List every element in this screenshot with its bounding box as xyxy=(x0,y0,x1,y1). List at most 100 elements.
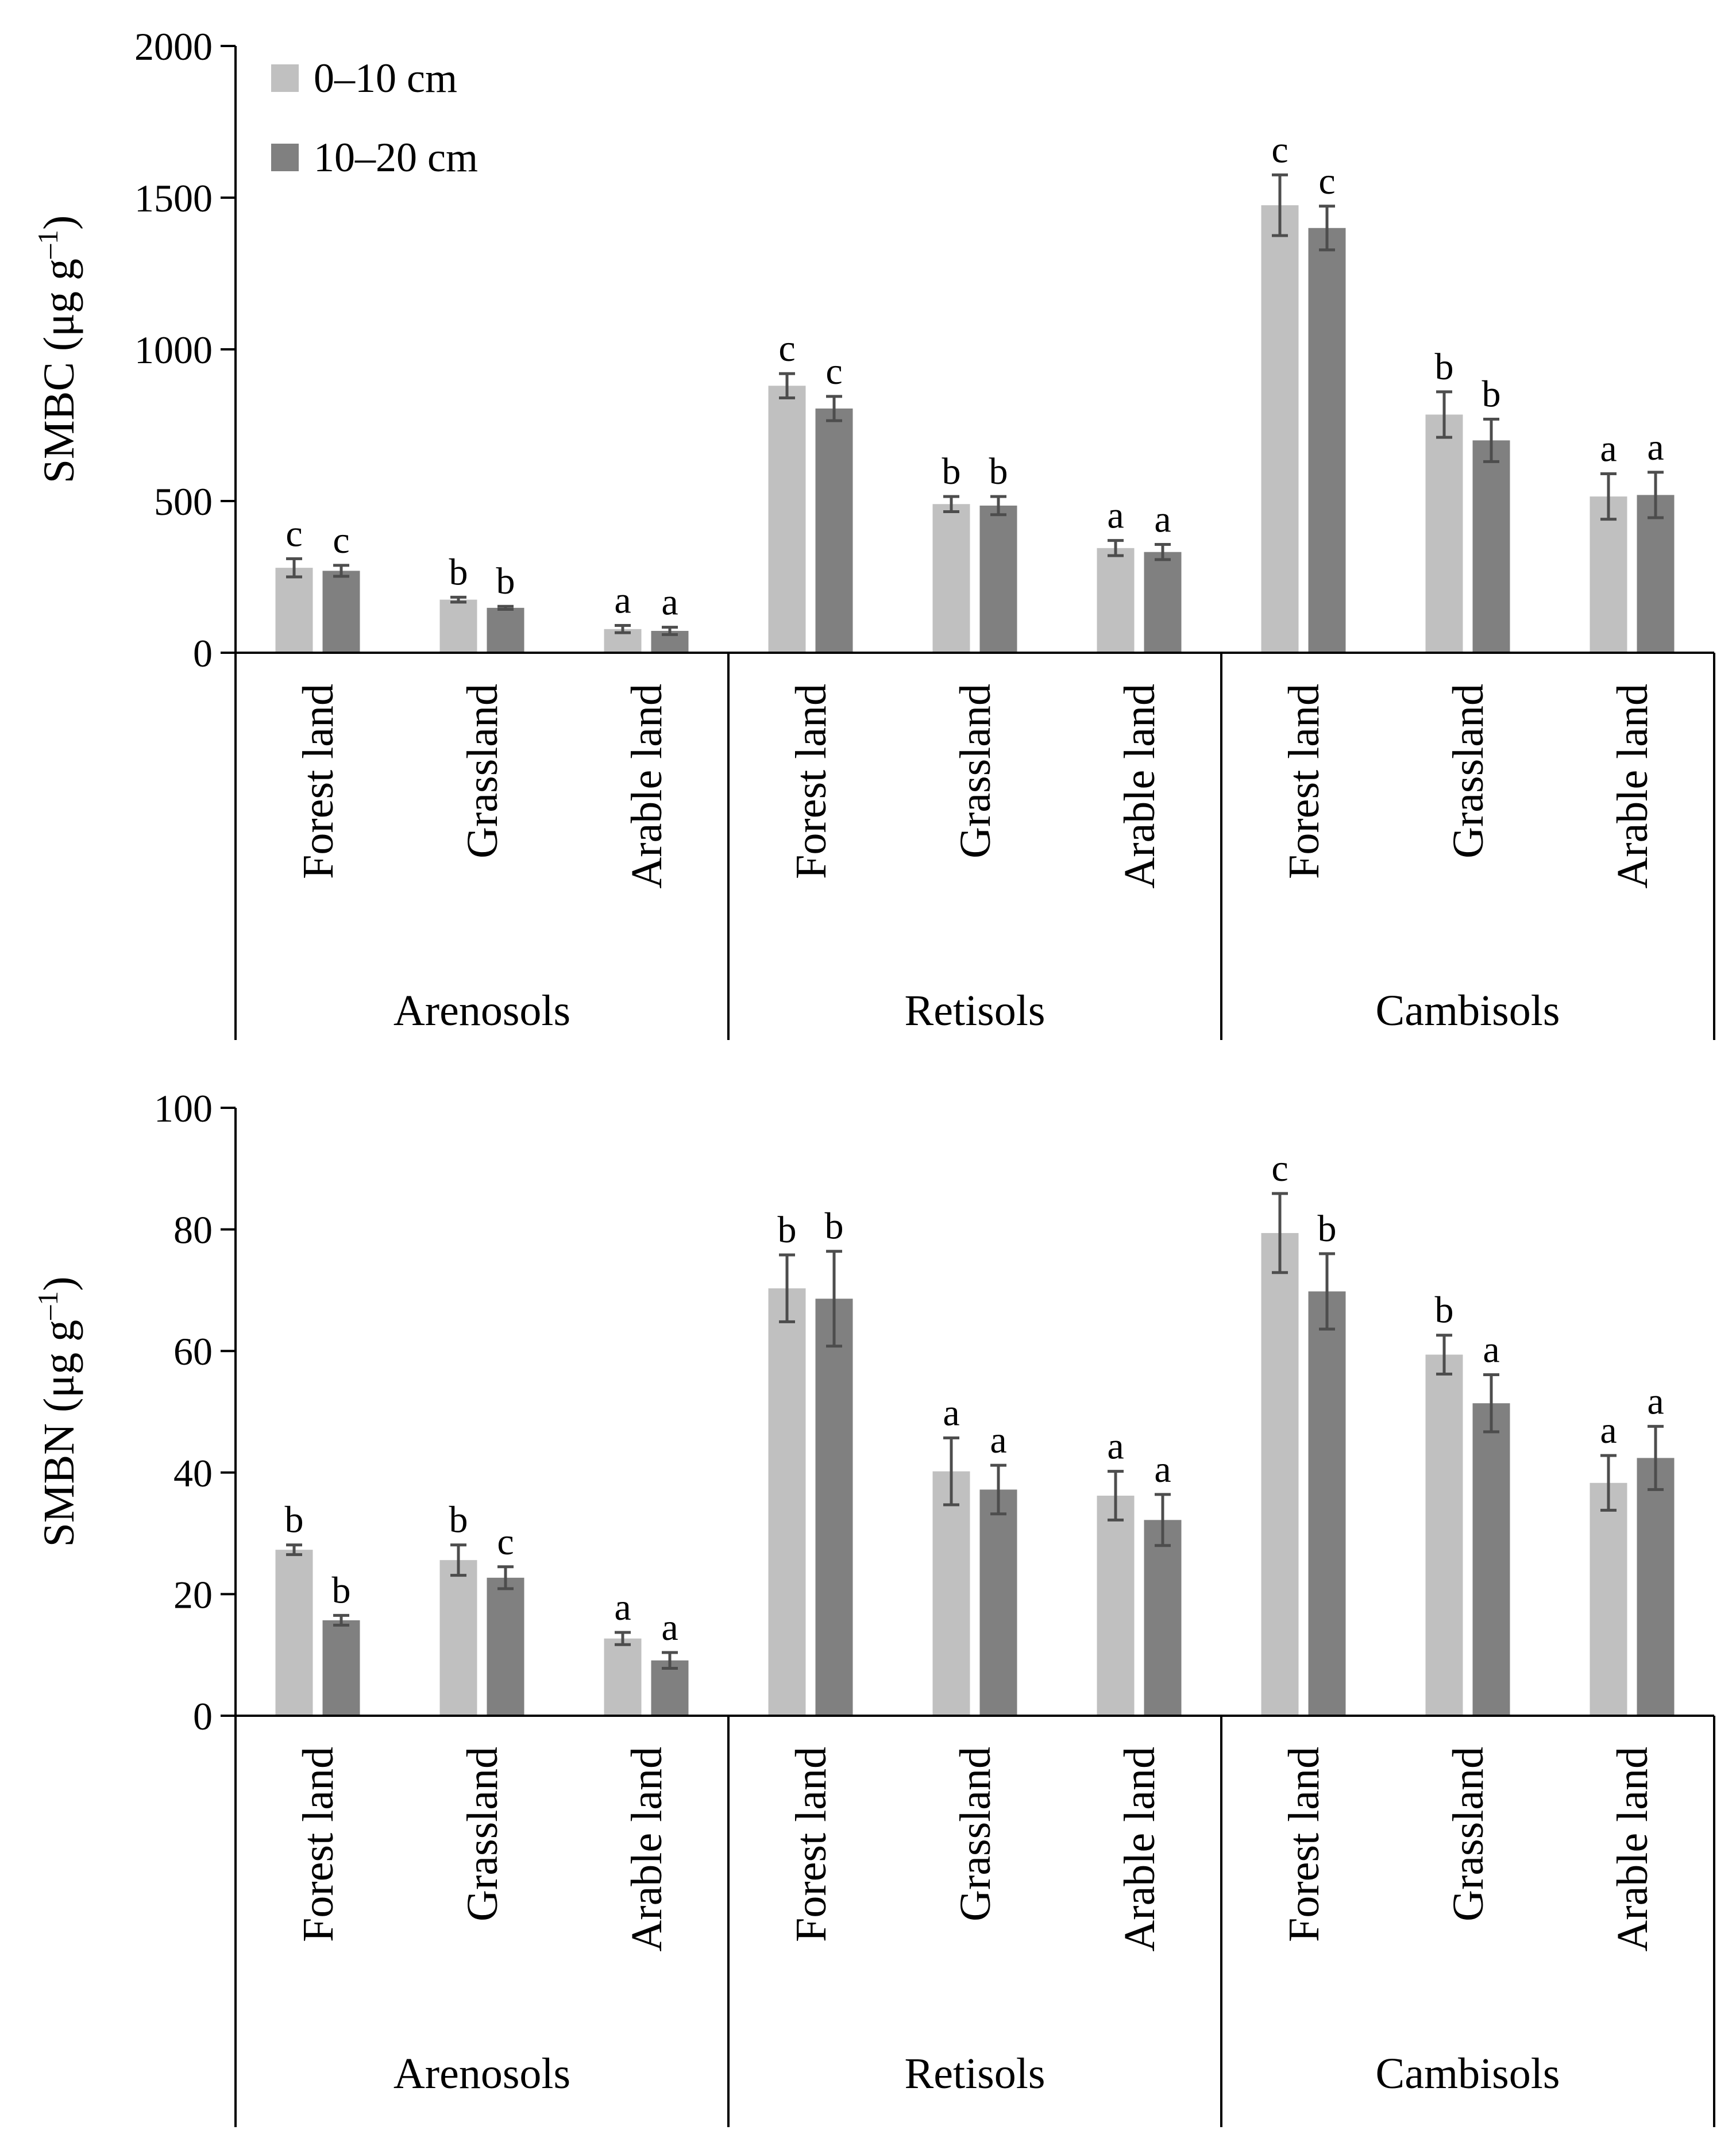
smbc-y-tick-label: 500 xyxy=(154,480,213,523)
smbn-y-tick-label: 100 xyxy=(154,1087,213,1130)
smbn-bar-arenosols-arable-land-10-20cm-letter: a xyxy=(661,1607,678,1648)
smbn-bar-arenosols-forest-land-10-20cm xyxy=(322,1620,360,1716)
smbn-bar-cambisols-arable-land-0-10cm-letter: a xyxy=(1600,1409,1617,1451)
smbc-bar-cambisols-forest-land-10-20cm-letter: c xyxy=(1318,160,1335,202)
smbn-bar-retisols-forest-land-0-10cm-letter: b xyxy=(778,1209,797,1251)
smbn-category-label-cambisols-arable-land: Arable land xyxy=(1608,1747,1657,1952)
smbc-category-label-arenosols-arable-land: Arable land xyxy=(623,684,671,889)
smbn-y-tick-label: 40 xyxy=(173,1451,213,1495)
smbc-bar-arenosols-grassland-0-10cm xyxy=(439,599,477,653)
smbn-y-tick-label: 0 xyxy=(193,1694,213,1738)
smbc-bar-retisols-grassland-10-20cm-letter: b xyxy=(989,450,1008,492)
smbn-bar-cambisols-arable-land-10-20cm-letter: a xyxy=(1647,1380,1664,1422)
smbc-category-label-cambisols-arable-land: Arable land xyxy=(1608,684,1657,889)
smbn-category-label-cambisols-grassland: Grassland xyxy=(1444,1747,1492,1921)
smbc-bar-arenosols-forest-land-0-10cm xyxy=(275,568,313,653)
smbc-bar-cambisols-grassland-0-10cm-letter: b xyxy=(1435,346,1454,388)
smbc-bar-retisols-forest-land-10-20cm-letter: c xyxy=(825,350,842,392)
smbn-category-label-retisols-forest-land: Forest land xyxy=(787,1747,835,1942)
smbn-category-label-retisols-arable-land: Arable land xyxy=(1116,1747,1164,1952)
smbc-y-tick-label: 0 xyxy=(193,631,213,675)
smbc-bar-retisols-grassland-0-10cm-letter: b xyxy=(942,450,961,492)
smbc-bar-cambisols-forest-land-0-10cm-letter: c xyxy=(1271,129,1288,171)
smbc-bar-cambisols-grassland-10-20cm xyxy=(1472,440,1510,653)
legend-label-0-10cm: 0–10 cm xyxy=(314,55,457,101)
smbc-category-label-arenosols-forest-land: Forest land xyxy=(294,684,342,879)
smbc-bar-cambisols-grassland-0-10cm xyxy=(1425,414,1463,653)
smbc-category-label-cambisols-grassland: Grassland xyxy=(1444,684,1492,858)
smbn-y-tick-label: 60 xyxy=(173,1330,213,1373)
smbn-bar-cambisols-forest-land-0-10cm xyxy=(1261,1232,1299,1716)
smbc-bar-arenosols-arable-land-10-20cm-letter: a xyxy=(661,581,678,623)
smbn-bar-cambisols-arable-land-0-10cm xyxy=(1590,1482,1627,1716)
smbc-panel: c b a c b a c b a c b a c b a c b a 0 500 1000 1500 2000 SMBC (… xyxy=(32,25,1715,1040)
smbc-bar-retisols-arable-land-10-20cm-letter: a xyxy=(1154,499,1171,541)
smbc-bar-retisols-arable-land-0-10cm-letter: a xyxy=(1107,495,1124,537)
smbn-y-tick-label: 20 xyxy=(173,1573,213,1616)
smbc-bar-retisols-forest-land-0-10cm xyxy=(768,386,806,653)
smbc-category-label-arenosols-grassland: Grassland xyxy=(458,684,507,858)
smbn-category-label-retisols-grassland: Grassland xyxy=(951,1747,1000,1921)
smbn-bar-cambisols-grassland-10-20cm xyxy=(1472,1403,1510,1716)
smbc-bar-cambisols-grassland-10-20cm-letter: b xyxy=(1482,373,1501,415)
legend: 0–10 cm 10–20 cm xyxy=(271,55,478,180)
smbn-bar-arenosols-grassland-0-10cm xyxy=(439,1560,477,1716)
smbn-bar-cambisols-arable-land-10-20cm xyxy=(1637,1458,1675,1716)
smbn-bar-arenosols-forest-land-10-20cm-letter: b xyxy=(332,1569,351,1611)
smbn-bar-retisols-arable-land-0-10cm-letter: a xyxy=(1107,1426,1124,1467)
smbc-bar-retisols-arable-land-10-20cm xyxy=(1144,552,1182,653)
smbn-bar-retisols-grassland-10-20cm xyxy=(979,1489,1017,1716)
smbc-bar-arenosols-arable-land-0-10cm-letter: a xyxy=(614,579,631,621)
smbc-bar-cambisols-arable-land-10-20cm-letter: a xyxy=(1647,426,1664,468)
smbn-category-label-arenosols-grassland: Grassland xyxy=(458,1747,507,1921)
smbc-bar-arenosols-forest-land-10-20cm xyxy=(322,571,360,653)
smbc-bar-cambisols-forest-land-0-10cm xyxy=(1261,205,1299,653)
smbn-bar-arenosols-grassland-0-10cm-letter: b xyxy=(449,1499,468,1541)
smbc-bar-retisols-forest-land-0-10cm-letter: c xyxy=(778,328,795,369)
smbc-bar-arenosols-grassland-10-20cm xyxy=(487,607,524,653)
smbc-bar-arenosols-grassland-0-10cm-letter: b xyxy=(449,551,468,593)
smbc-group-label-retisols: Retisols xyxy=(905,987,1046,1035)
smbc-bar-retisols-grassland-10-20cm xyxy=(979,505,1017,653)
smbc-y-tick-label: 1000 xyxy=(134,328,213,372)
smbc-bar-cambisols-forest-land-10-20cm xyxy=(1308,228,1346,653)
smbn-bar-arenosols-forest-land-0-10cm xyxy=(275,1550,313,1716)
smbc-bar-cambisols-arable-land-0-10cm xyxy=(1590,496,1627,653)
smbc-bar-retisols-forest-land-10-20cm xyxy=(815,408,853,653)
smbc-category-label-retisols-grassland: Grassland xyxy=(951,684,1000,858)
smbn-bar-cambisols-grassland-10-20cm-letter: a xyxy=(1483,1328,1499,1370)
smbn-bar-cambisols-grassland-0-10cm-letter: b xyxy=(1435,1289,1454,1331)
smbn-bar-retisols-grassland-10-20cm-letter: a xyxy=(990,1419,1006,1461)
smbc-category-label-cambisols-forest-land: Forest land xyxy=(1280,684,1328,879)
smbc-group-label-arenosols: Arenosols xyxy=(394,987,570,1035)
smbc-y-tick-label: 2000 xyxy=(134,25,213,68)
smbc-y-axis-label: SMBC (μg g–1) xyxy=(32,215,83,484)
smbc-bar-retisols-grassland-0-10cm xyxy=(932,504,970,653)
smbn-group-label-retisols: Retisols xyxy=(905,2050,1046,2098)
smbn-bar-retisols-forest-land-0-10cm xyxy=(768,1288,806,1716)
smbc-bar-arenosols-forest-land-10-20cm-letter: c xyxy=(333,519,349,561)
smbc-bar-arenosols-forest-land-0-10cm-letter: c xyxy=(286,513,302,554)
smbc-bar-cambisols-arable-land-0-10cm-letter: a xyxy=(1600,427,1617,469)
smbc-bar-retisols-arable-land-0-10cm xyxy=(1097,548,1135,653)
legend-swatch-10-20cm xyxy=(271,144,299,171)
smbc-bar-cambisols-arable-land-10-20cm xyxy=(1637,495,1675,653)
smbn-bar-arenosols-forest-land-0-10cm-letter: b xyxy=(285,1499,304,1541)
smbn-bar-arenosols-grassland-10-20cm xyxy=(487,1577,524,1716)
smbn-bar-arenosols-arable-land-0-10cm-letter: a xyxy=(614,1586,631,1628)
smbc-category-label-retisols-arable-land: Arable land xyxy=(1116,684,1164,889)
smbc-bar-arenosols-grassland-10-20cm-letter: b xyxy=(496,560,515,602)
smbn-bar-retisols-arable-land-0-10cm xyxy=(1097,1496,1135,1716)
smbc-group-label-cambisols: Cambisols xyxy=(1376,987,1560,1035)
smbn-bar-cambisols-grassland-0-10cm xyxy=(1425,1354,1463,1716)
legend-swatch-0-10cm xyxy=(271,64,299,92)
smbn-y-axis-label: SMBN (μg g–1) xyxy=(32,1277,83,1547)
smbn-group-label-cambisols: Cambisols xyxy=(1376,2050,1560,2098)
smbn-bar-retisols-forest-land-10-20cm-letter: b xyxy=(825,1205,844,1247)
smbc-category-label-retisols-forest-land: Forest land xyxy=(787,684,835,879)
smbn-bar-retisols-forest-land-10-20cm xyxy=(815,1299,853,1716)
smbn-bar-cambisols-forest-land-10-20cm xyxy=(1308,1291,1346,1716)
